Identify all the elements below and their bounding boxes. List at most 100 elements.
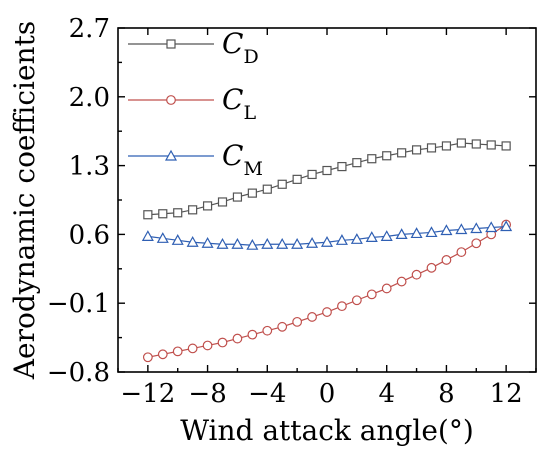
data-point <box>216 237 229 249</box>
data-point <box>187 343 198 354</box>
data-point <box>397 148 407 158</box>
data-point <box>166 95 176 105</box>
x-tick-label: 4 <box>378 379 395 409</box>
series-L <box>142 219 512 363</box>
data-point <box>261 237 274 249</box>
data-point <box>471 238 482 249</box>
data-point <box>247 329 258 340</box>
data-point <box>351 295 362 306</box>
series-layer <box>141 138 513 363</box>
data-point <box>426 143 437 153</box>
data-point <box>322 307 332 317</box>
data-point <box>173 208 183 218</box>
data-point <box>143 210 153 220</box>
plot-border <box>117 27 537 373</box>
legend-subscript: D <box>243 46 258 68</box>
data-point <box>471 139 481 149</box>
data-point <box>411 269 422 280</box>
plot-frame <box>117 27 537 373</box>
data-point <box>188 205 198 215</box>
data-point <box>335 234 348 245</box>
y-tick-label: 2.7 <box>69 14 110 44</box>
x-tick-label: −12 <box>120 379 175 409</box>
data-point <box>202 340 213 351</box>
legend-label: CM <box>222 139 263 180</box>
data-point <box>395 228 408 239</box>
series-M <box>141 220 513 250</box>
data-point <box>232 333 243 344</box>
data-point <box>501 141 511 151</box>
data-point <box>366 289 377 300</box>
data-point <box>307 312 317 322</box>
data-point <box>380 230 393 241</box>
data-point <box>470 222 483 234</box>
legend: CD CL CM <box>128 27 263 180</box>
data-point <box>247 188 257 198</box>
y-tick-label: −0.8 <box>47 358 110 388</box>
x-tick-label: −4 <box>248 379 286 409</box>
legend-label: CL <box>222 83 256 124</box>
data-point <box>396 276 407 287</box>
data-point <box>350 233 363 244</box>
data-point <box>455 223 468 235</box>
data-point <box>141 230 154 241</box>
data-point <box>440 224 453 236</box>
data-point <box>456 247 467 257</box>
data-point <box>365 231 378 242</box>
data-point <box>292 316 303 327</box>
data-point <box>367 154 377 164</box>
series-line <box>147 142 507 216</box>
data-point <box>202 201 213 211</box>
data-point <box>231 237 244 249</box>
data-point <box>307 169 317 180</box>
data-point <box>217 197 228 207</box>
data-point <box>291 237 304 249</box>
axis-ticks: −12 −8 −4 0 4 8 12 −0.8 −0.1 0.6 1.3 2.0 2.7 <box>47 14 537 409</box>
x-tick-label: 12 <box>490 379 523 409</box>
data-point <box>217 337 228 348</box>
data-point <box>186 236 199 247</box>
legend-item-M: CM <box>128 139 263 180</box>
data-point <box>232 192 243 202</box>
data-point <box>201 237 214 248</box>
data-point <box>262 325 273 336</box>
y-tick-label: −0.1 <box>47 289 110 319</box>
data-point <box>485 221 498 233</box>
data-point <box>171 234 184 245</box>
data-point <box>142 352 153 363</box>
data-point <box>352 158 362 168</box>
data-point <box>320 236 334 247</box>
data-point <box>172 346 183 357</box>
data-point <box>276 237 289 249</box>
series-D <box>143 138 511 220</box>
x-tick-label: 0 <box>319 379 336 409</box>
y-axis-title: Aerodynamic coefficients <box>8 21 41 380</box>
data-point <box>381 283 392 294</box>
data-point <box>292 174 302 184</box>
legend-subscript: L <box>243 102 256 124</box>
y-tick-label: 2.0 <box>69 83 110 113</box>
legend-subscript: M <box>243 158 262 180</box>
data-point <box>246 238 259 250</box>
data-point <box>158 209 168 219</box>
data-point <box>337 161 347 172</box>
data-point <box>322 165 332 176</box>
data-point <box>164 149 178 161</box>
y-tick-label: 0.6 <box>69 220 110 250</box>
data-point <box>410 227 423 239</box>
data-point <box>411 145 422 155</box>
data-point <box>456 138 466 148</box>
data-point <box>157 349 168 360</box>
data-point <box>337 301 347 312</box>
data-point <box>306 237 319 248</box>
legend-item-L: CL <box>128 83 256 124</box>
data-point <box>277 321 288 332</box>
x-axis-title: Wind attack angle(°) <box>180 414 474 447</box>
data-point <box>262 184 272 194</box>
data-point <box>156 232 169 243</box>
legend-label: CD <box>222 27 259 68</box>
data-point <box>500 220 513 232</box>
data-point <box>426 262 437 273</box>
x-tick-label: −8 <box>188 379 226 409</box>
